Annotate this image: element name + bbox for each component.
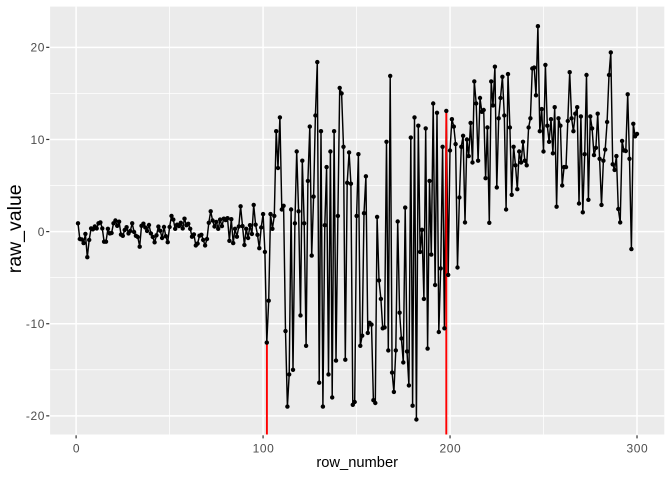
svg-text:20: 20 <box>30 41 45 55</box>
svg-text:300: 300 <box>626 441 648 455</box>
svg-text:-10: -10 <box>26 317 45 331</box>
svg-text:100: 100 <box>253 441 275 455</box>
svg-text:-20: -20 <box>26 409 45 423</box>
svg-text:row_number: row_number <box>316 455 398 471</box>
svg-text:raw_value: raw_value <box>4 184 26 273</box>
svg-text:0: 0 <box>38 225 45 239</box>
svg-text:200: 200 <box>439 441 461 455</box>
svg-text:10: 10 <box>30 133 45 147</box>
svg-text:0: 0 <box>73 441 80 455</box>
